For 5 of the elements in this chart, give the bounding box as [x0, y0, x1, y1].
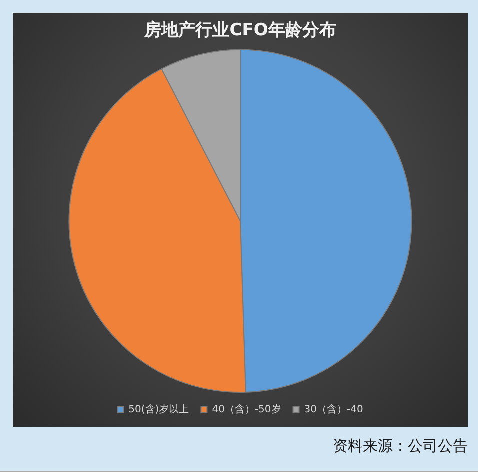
chart-title: 房地产行业CFO年龄分布 [144, 20, 336, 41]
legend-label: 40（含）-50岁 [212, 404, 282, 416]
legend-label: 30（含）-40 [304, 404, 364, 416]
legend-label: 50(含)岁以上 [128, 404, 190, 416]
text: 资料来源：公司公告 [333, 437, 468, 456]
